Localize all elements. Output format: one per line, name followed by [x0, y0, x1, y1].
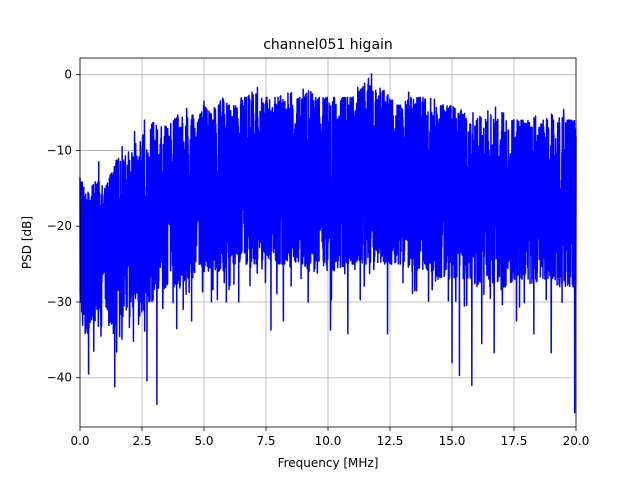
axis-ticks: 0.0 2.5 5.0 7.5 10.0 12.5 15.0 17.5 20.0 0 −10 −20 −…: [47, 68, 590, 448]
x-tick-label: 0.0: [70, 434, 89, 448]
y-tick-label: 0: [64, 68, 72, 82]
y-axis-label: PSD [dB]: [20, 216, 34, 269]
x-tick-label: 20.0: [563, 434, 590, 448]
x-tick-label: 10.0: [315, 434, 342, 448]
plot-area: [79, 73, 577, 414]
y-tick-label: −40: [47, 371, 72, 385]
x-tick-label: 7.5: [256, 434, 275, 448]
y-tick-label: −20: [47, 219, 72, 233]
x-tick-label: 15.0: [439, 434, 466, 448]
x-tick-label: 12.5: [377, 434, 404, 448]
x-tick-label: 5.0: [194, 434, 213, 448]
y-tick-label: −10: [47, 143, 72, 157]
psd-series-line: [79, 73, 577, 414]
x-tick-label: 17.5: [501, 434, 528, 448]
y-tick-label: −30: [47, 295, 72, 309]
chart-title: channel051 higain: [263, 37, 393, 53]
x-axis-label: Frequency [MHz]: [278, 456, 379, 470]
x-tick-label: 2.5: [132, 434, 151, 448]
